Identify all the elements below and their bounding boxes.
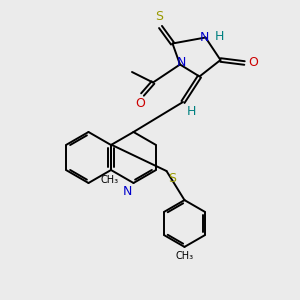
Text: CH₃: CH₃ (100, 175, 118, 185)
Text: CH₃: CH₃ (176, 251, 194, 261)
Text: O: O (135, 97, 145, 110)
Text: N: N (199, 31, 209, 44)
Text: H: H (187, 105, 196, 118)
Text: H: H (215, 29, 224, 43)
Text: N: N (123, 185, 132, 198)
Text: O: O (248, 56, 258, 70)
Text: N: N (177, 56, 186, 70)
Text: S: S (168, 172, 176, 185)
Text: S: S (155, 11, 163, 23)
